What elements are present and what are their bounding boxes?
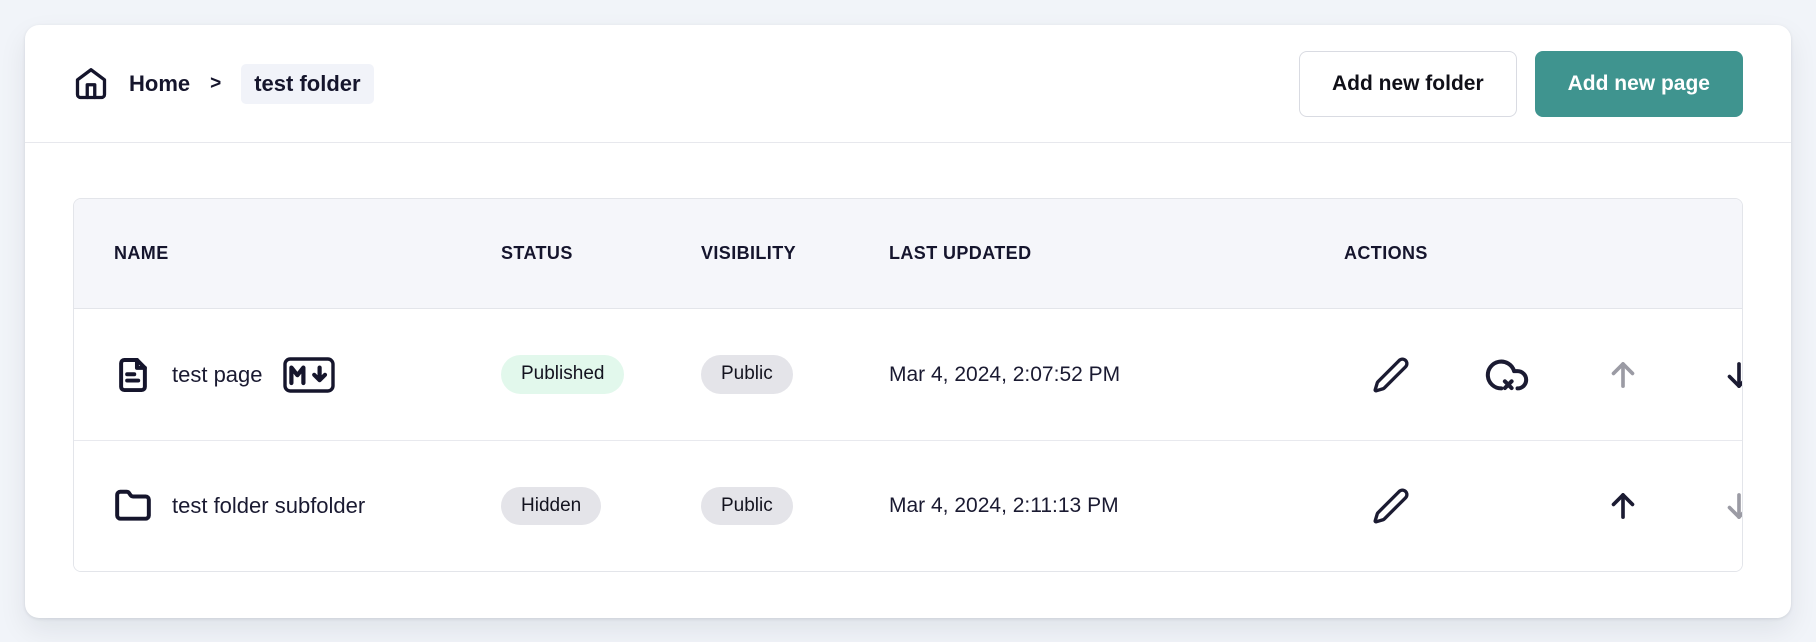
- actions-cell: [1269, 482, 1742, 530]
- column-header-status: STATUS: [501, 243, 573, 263]
- move-down-button[interactable]: [1715, 351, 1742, 399]
- visibility-cell: Public: [701, 355, 889, 394]
- name-cell: test folder subfolder: [74, 487, 501, 525]
- card-body: NAME STATUS VISIBILITY LAST UPDATED ACTI…: [25, 143, 1791, 618]
- column-header-name: NAME: [114, 243, 169, 263]
- pages-table: NAME STATUS VISIBILITY LAST UPDATED ACTI…: [73, 198, 1743, 572]
- last-updated-cell: Mar 4, 2024, 2:07:52 PM: [889, 362, 1121, 386]
- add-new-folder-button[interactable]: Add new folder: [1298, 50, 1517, 117]
- action-spacer: [1483, 482, 1531, 530]
- breadcrumb-item-home[interactable]: Home: [129, 70, 191, 96]
- home-icon[interactable]: [73, 66, 109, 102]
- table-header-row: NAME STATUS VISIBILITY LAST UPDATED ACTI…: [74, 199, 1742, 309]
- move-down-button: [1715, 482, 1742, 530]
- file-text-icon: [114, 356, 152, 394]
- breadcrumb-item-current: test folder: [241, 63, 374, 104]
- column-header-visibility: VISIBILITY: [701, 243, 797, 263]
- content-card: Home > test folder Add new folder Add ne…: [25, 25, 1791, 618]
- last-updated-cell: Mar 4, 2024, 2:11:13 PM: [889, 494, 1119, 517]
- markdown-icon: [282, 356, 335, 393]
- move-up-button: [1599, 351, 1647, 399]
- table-row: test page Published: [74, 309, 1742, 440]
- actions-cell: [1269, 351, 1742, 399]
- table-row: test folder subfolder Hidden Public Mar …: [74, 440, 1742, 571]
- edit-button[interactable]: [1367, 351, 1415, 399]
- column-header-actions: ACTIONS: [1344, 243, 1428, 263]
- name-cell: test page: [74, 356, 501, 394]
- header-actions: Add new folder Add new page: [1298, 50, 1743, 117]
- move-up-button[interactable]: [1599, 482, 1647, 530]
- table-body: test page Published: [74, 309, 1742, 571]
- unpublish-cloud-x-icon[interactable]: [1483, 351, 1531, 399]
- edit-button[interactable]: [1367, 482, 1415, 530]
- status-cell: Hidden: [501, 486, 701, 526]
- breadcrumb: Home > test folder: [73, 63, 374, 104]
- status-badge: Hidden: [501, 486, 602, 526]
- card-header: Home > test folder Add new folder Add ne…: [25, 25, 1791, 143]
- folder-icon: [114, 487, 152, 525]
- row-title[interactable]: test folder subfolder: [172, 493, 366, 518]
- status-cell: Published: [501, 355, 701, 394]
- row-title[interactable]: test page: [172, 361, 263, 387]
- visibility-badge: Public: [701, 355, 793, 394]
- status-badge: Published: [501, 355, 625, 394]
- visibility-cell: Public: [701, 486, 889, 526]
- breadcrumb-separator: >: [210, 72, 222, 94]
- column-header-last-updated: LAST UPDATED: [889, 243, 1032, 263]
- visibility-badge: Public: [701, 486, 793, 526]
- add-new-page-button[interactable]: Add new page: [1534, 50, 1743, 117]
